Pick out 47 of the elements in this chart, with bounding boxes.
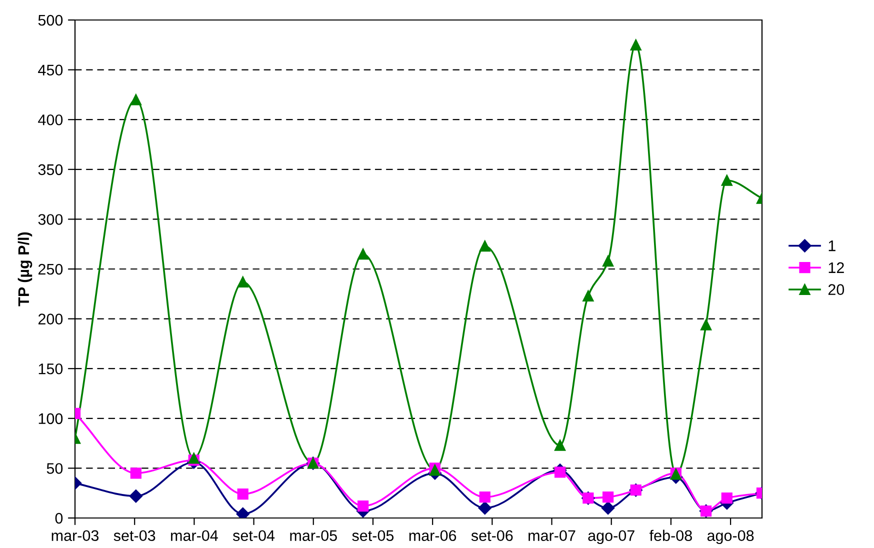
point: [554, 466, 566, 478]
y-tick-label: 300: [38, 214, 63, 225]
y-axis-title: TP (µg P/l): [18, 232, 32, 306]
x-tick-label: mar-06: [409, 530, 456, 542]
y-tick-label: 450: [38, 64, 63, 76]
x-tick-label: mar-07: [528, 530, 576, 542]
x-tick-label: mar-05: [290, 530, 337, 542]
x-tick-label: mar-04: [171, 530, 218, 542]
x-tick-label: set-05: [352, 530, 394, 542]
point: [479, 492, 490, 503]
y-tick-label: 250: [38, 264, 63, 275]
legend-label: 12: [828, 262, 844, 273]
point: [478, 501, 492, 515]
legend-label: 20: [828, 284, 844, 295]
point: [601, 501, 615, 515]
point: [721, 174, 732, 186]
y-tick-label: 500: [38, 14, 63, 26]
point: [700, 319, 712, 330]
point: [130, 468, 142, 479]
x-tick-label: ago-08: [707, 530, 754, 544]
point: [721, 492, 732, 504]
point: [602, 492, 614, 503]
point: [479, 240, 490, 252]
y-tick-label: 0: [55, 512, 63, 524]
y-tick-label: 350: [38, 164, 63, 176]
y-tick-label: 100: [38, 413, 63, 424]
y-tick-label: 150: [38, 363, 63, 374]
x-tick-label: set-06: [471, 530, 513, 542]
y-tick-label: 50: [46, 463, 63, 474]
x-tick-label: ago-07: [588, 530, 634, 544]
point: [129, 490, 143, 503]
point: [582, 290, 594, 302]
point: [130, 94, 142, 106]
y-tick-label: 400: [38, 114, 63, 126]
point: [237, 488, 248, 500]
legend-label: 1: [828, 240, 836, 252]
x-tick-label: feb-08: [650, 530, 692, 542]
point: [357, 500, 369, 512]
point: [554, 440, 566, 451]
x-tick-label: mar-03: [52, 530, 99, 542]
x-tick-label: set-03: [114, 530, 156, 542]
point: [237, 276, 248, 288]
y-tick-label: 200: [38, 314, 63, 324]
x-tick-label: set-04: [232, 530, 275, 542]
point: [630, 39, 642, 50]
point: [357, 248, 369, 260]
point: [602, 255, 614, 267]
